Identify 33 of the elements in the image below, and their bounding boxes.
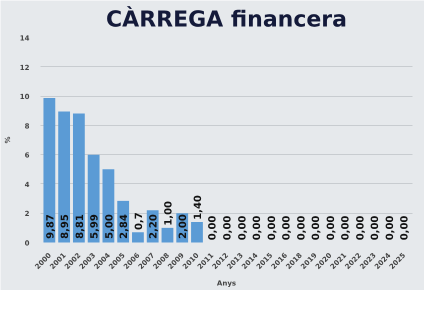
data-label: 0,00 bbox=[355, 216, 366, 240]
data-label: 0,00 bbox=[222, 216, 234, 240]
data-label: 2,20 bbox=[148, 214, 160, 239]
data-label: 0,00 bbox=[252, 216, 264, 240]
bar bbox=[58, 111, 70, 242]
data-label: 5,99 bbox=[90, 214, 101, 239]
bar bbox=[88, 154, 100, 242]
data-label: 8,95 bbox=[60, 214, 72, 239]
data-label: 0,00 bbox=[208, 216, 219, 240]
bar bbox=[43, 98, 56, 242]
data-label: 0,00 bbox=[326, 216, 337, 240]
data-label: 0,00 bbox=[400, 216, 411, 240]
data-label: 0,00 bbox=[282, 216, 293, 240]
bar bbox=[191, 222, 203, 242]
chart-title: CÀRREGA financera bbox=[106, 6, 347, 32]
data-label: 0,7 bbox=[134, 212, 145, 230]
bar bbox=[132, 232, 144, 242]
data-label: 0,00 bbox=[370, 216, 382, 240]
data-label: 0,00 bbox=[237, 216, 248, 240]
data-label: 0,00 bbox=[296, 216, 308, 240]
data-label: 0,00 bbox=[311, 216, 322, 240]
data-label: 8,81 bbox=[74, 214, 86, 239]
data-label: 1,00 bbox=[163, 200, 174, 226]
data-label: 0,00 bbox=[266, 216, 278, 240]
data-label: 0,00 bbox=[340, 216, 352, 240]
data-label: 5,00 bbox=[104, 214, 116, 239]
data-label: 9,87 bbox=[45, 214, 56, 239]
data-label: 2,84 bbox=[119, 214, 130, 239]
data-label: 2,00 bbox=[178, 214, 190, 239]
bar bbox=[162, 228, 174, 242]
data-label: 0,00 bbox=[384, 216, 396, 240]
data-label: 1,40 bbox=[192, 195, 204, 220]
bar bbox=[72, 113, 85, 242]
